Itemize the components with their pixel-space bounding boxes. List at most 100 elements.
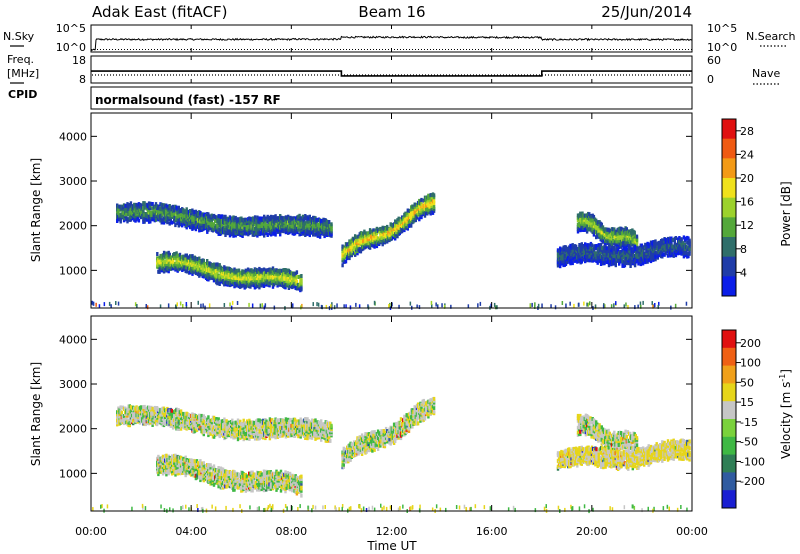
noise-cell [300, 305, 302, 310]
echo-cell [610, 229, 614, 234]
echo-cell [192, 256, 195, 261]
echo-cell [241, 234, 244, 238]
echo-cell [610, 231, 614, 236]
echo-cell [162, 267, 166, 272]
echo-cell [176, 422, 179, 427]
echo-cell [147, 215, 151, 220]
echo-cell [584, 242, 587, 247]
echo-cell [142, 208, 145, 213]
echo-cell [280, 272, 284, 277]
echo-cell [202, 432, 205, 437]
echo-cell [128, 423, 131, 428]
echo-cell [179, 426, 183, 431]
noise-cell [336, 303, 338, 308]
echo-cell [571, 261, 574, 266]
echo-cell [135, 202, 138, 207]
echo-cell [196, 423, 200, 428]
echo-cell [672, 253, 675, 258]
echo-cell [274, 223, 277, 228]
noise-cell [115, 301, 117, 305]
echo-cell [234, 420, 237, 425]
echo-cell [210, 422, 213, 427]
noise-cell [95, 302, 97, 307]
noise-cell [146, 305, 149, 310]
echo-cell [328, 220, 331, 224]
echo-cell [245, 432, 249, 436]
echo-cell [274, 430, 277, 435]
echo-cell [238, 280, 242, 285]
echo-cell [212, 222, 216, 227]
echo-cell [373, 244, 376, 249]
echo-cell [613, 247, 616, 252]
echo-cell [235, 268, 238, 273]
echo-cell [154, 408, 158, 413]
noise-cell [534, 302, 536, 307]
echo-cell [204, 423, 208, 428]
noise-cell [208, 303, 211, 308]
echo-cell [596, 260, 599, 265]
echo-cell [394, 234, 397, 239]
echo-cell [210, 420, 213, 425]
noise-cell [657, 304, 659, 309]
noise-cell [325, 304, 328, 309]
echo-cell [218, 430, 221, 435]
noise-cell [182, 304, 184, 308]
echo-cell [606, 232, 609, 237]
noise-cell [159, 304, 162, 309]
noise-cell [373, 300, 376, 305]
noise-cell [658, 301, 660, 306]
echo-cell [225, 428, 228, 433]
echo-cell [264, 436, 267, 441]
echo-cell [233, 284, 236, 289]
echo-cell [236, 437, 240, 442]
echo-cell [571, 243, 574, 248]
noise-cell [496, 305, 498, 310]
echo-cell [176, 210, 179, 215]
echo-cell [162, 262, 166, 267]
echo-cell [416, 200, 420, 205]
noise-cell [623, 304, 625, 309]
echo-cell [253, 434, 257, 439]
echo-cell [357, 237, 360, 242]
echo-cell [237, 268, 241, 273]
echo-cell [121, 205, 125, 210]
echo-cell [265, 226, 268, 231]
echo-cell [171, 425, 175, 430]
echo-cell [255, 224, 258, 229]
echo-cell [610, 236, 614, 241]
echo-cell [686, 245, 689, 250]
echo-cell [199, 211, 202, 215]
echo-cell [236, 418, 240, 423]
echo-cell [274, 221, 277, 226]
freq-panel: Freq. [MHz] 18 8 60 0 Nave [7, 53, 780, 86]
echo-cell [209, 431, 212, 436]
echo-cell [621, 252, 624, 257]
echo-cell [372, 228, 375, 233]
echo-cell [318, 234, 322, 239]
cpid-frame [90, 86, 693, 110]
echo-cell [297, 286, 301, 291]
echo-cell [173, 414, 176, 419]
echo-cell [216, 262, 219, 267]
echo-cell [177, 205, 180, 210]
echo-cell [274, 417, 277, 422]
noise-cell [637, 304, 639, 309]
noise-cell [136, 304, 138, 308]
echo-cell [121, 405, 125, 410]
echo-cell [209, 262, 212, 267]
echo-cell [363, 231, 366, 236]
noise-cell [604, 304, 606, 309]
echo-cell [681, 241, 684, 246]
echo-cell [223, 265, 226, 270]
echo-cell [238, 424, 241, 429]
echo-cell [354, 252, 357, 257]
echo-cell [586, 243, 589, 248]
noise-cell [642, 300, 644, 305]
noise-cell [202, 303, 204, 308]
freq-tick-top: 18 [72, 54, 86, 67]
freq-frame [90, 55, 693, 84]
noise-cell [479, 301, 482, 306]
echo-cell [300, 274, 303, 278]
echo-cell [196, 212, 200, 217]
